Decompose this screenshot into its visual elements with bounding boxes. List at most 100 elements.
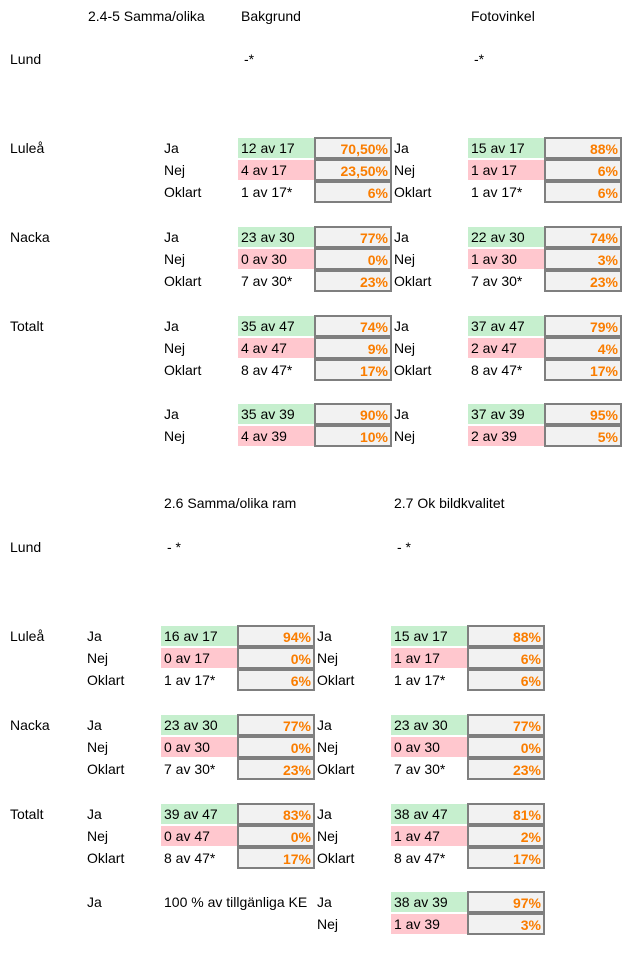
percent-cell: 3% [544, 248, 622, 270]
group-label-lund: Lund [10, 539, 42, 555]
count-cell: 2 av 39 [468, 426, 544, 446]
count-cell: 23 av 30 [391, 715, 467, 735]
row-label: Nej [87, 650, 109, 666]
count-cell: 1 av 17* [164, 672, 216, 688]
count-cell: 0 av 17 [161, 648, 237, 668]
row-label: Nej [164, 251, 186, 267]
row-label: Nej [87, 739, 109, 755]
count-cell: 7 av 30* [394, 761, 446, 777]
percent-cell: 0% [237, 647, 315, 669]
final-note: 100 % av tillgänliga KE [164, 894, 308, 910]
count-cell: 1 av 17* [241, 184, 293, 200]
count-cell: 1 av 17 [468, 160, 544, 180]
group-label-totalt: Totalt [10, 318, 44, 334]
count-cell: 7 av 30* [164, 761, 216, 777]
group-label-nacka: Nacka [10, 229, 50, 245]
group-label-totalt: Totalt [10, 806, 44, 822]
lund-bakgrund-value: -* [244, 51, 255, 67]
count-cell: 37 av 39 [468, 404, 544, 424]
count-cell: 23 av 30 [238, 227, 314, 247]
percent-cell: 9% [314, 337, 392, 359]
count-cell: 4 av 39 [238, 426, 314, 446]
count-cell: 15 av 17 [391, 626, 467, 646]
count-cell: 4 av 47 [238, 338, 314, 358]
count-cell: 37 av 47 [468, 316, 544, 336]
percent-cell: 17% [467, 847, 545, 869]
percent-cell: 95% [544, 403, 622, 425]
percent-cell: 17% [237, 847, 315, 869]
row-label: Ja [164, 140, 179, 156]
percent-cell: 23% [314, 270, 392, 292]
row-label: Oklart [164, 273, 202, 289]
final-label: Ja [87, 894, 102, 910]
count-cell: 35 av 47 [238, 316, 314, 336]
percent-cell: 23% [237, 758, 315, 780]
percent-cell: 17% [544, 359, 622, 381]
percent-cell: 88% [467, 625, 545, 647]
lund-ram-value: - * [167, 539, 181, 555]
count-cell: 7 av 30* [241, 273, 293, 289]
header-samma-olika-ram: 2.6 Samma/olika ram [164, 495, 297, 511]
percent-cell: 5% [544, 425, 622, 447]
row-label: Nej [164, 340, 186, 356]
row-label: Oklart [87, 761, 125, 777]
percent-cell: 74% [544, 226, 622, 248]
percent-cell: 77% [237, 714, 315, 736]
row-label: Nej [87, 828, 109, 844]
row-label: Oklart [394, 362, 432, 378]
row-label: Oklart [394, 273, 432, 289]
row-label: Nej [164, 428, 186, 444]
count-cell: 23 av 30 [161, 715, 237, 735]
group-label-nacka: Nacka [10, 717, 50, 733]
row-label: Ja [317, 717, 332, 733]
count-cell: 16 av 17 [161, 626, 237, 646]
row-label: Oklart [317, 850, 355, 866]
count-cell: 35 av 39 [238, 404, 314, 424]
percent-cell: 83% [237, 803, 315, 825]
header-fotovinkel: Fotovinkel [471, 8, 535, 24]
row-label: Oklart [317, 761, 355, 777]
row-label: Ja [394, 229, 409, 245]
lund-fotovinkel-value: -* [474, 51, 485, 67]
header-bakgrund: Bakgrund [241, 8, 301, 24]
row-label: Nej [394, 340, 416, 356]
percent-cell: 88% [544, 137, 622, 159]
percent-cell: 0% [467, 736, 545, 758]
percent-cell: 3% [467, 913, 545, 935]
count-cell: 12 av 17 [238, 138, 314, 158]
row-label: Ja [87, 806, 102, 822]
percent-cell: 6% [467, 669, 545, 691]
percent-cell: 94% [237, 625, 315, 647]
lund-bildkvalitet-value: - * [397, 539, 411, 555]
row-label: Oklart [164, 184, 202, 200]
count-cell: 1 av 39 [391, 914, 467, 934]
row-label: Ja [394, 140, 409, 156]
row-label: Nej [317, 916, 339, 932]
percent-cell: 0% [237, 825, 315, 847]
percent-cell: 23% [467, 758, 545, 780]
percent-cell: 6% [544, 181, 622, 203]
count-cell: 0 av 47 [161, 826, 237, 846]
row-label: Nej [317, 828, 339, 844]
row-label: Nej [394, 251, 416, 267]
count-cell: 1 av 17* [471, 184, 523, 200]
percent-cell: 6% [544, 159, 622, 181]
percent-cell: 77% [314, 226, 392, 248]
row-label: Ja [394, 318, 409, 334]
row-label: Oklart [87, 672, 125, 688]
percent-cell: 2% [467, 825, 545, 847]
header-ok-bildkvalitet: 2.7 Ok bildkvalitet [394, 495, 505, 511]
percent-cell: 97% [467, 891, 545, 913]
percent-cell: 0% [314, 248, 392, 270]
percent-cell: 0% [237, 736, 315, 758]
row-label: Nej [394, 428, 416, 444]
count-cell: 0 av 30 [391, 737, 467, 757]
count-cell: 22 av 30 [468, 227, 544, 247]
percent-cell: 90% [314, 403, 392, 425]
row-label: Ja [164, 406, 179, 422]
row-label: Oklart [394, 184, 432, 200]
percent-cell: 17% [314, 359, 392, 381]
count-cell: 8 av 47* [394, 850, 446, 866]
percent-cell: 23% [544, 270, 622, 292]
row-label: Ja [164, 318, 179, 334]
